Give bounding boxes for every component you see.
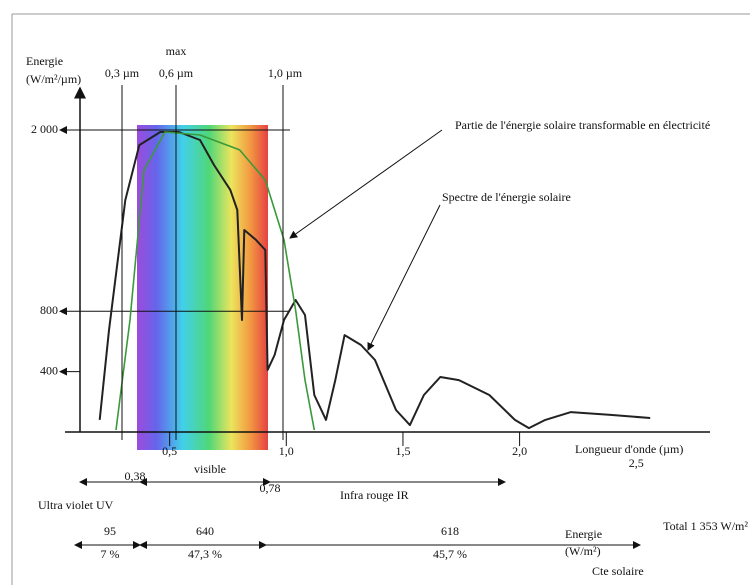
energy-pct: 7 % <box>101 547 120 561</box>
y-label: Energie <box>26 54 63 68</box>
y-label: (W/m²/µm) <box>26 72 81 86</box>
series-line <box>115 131 316 431</box>
visible-spectrum <box>137 125 268 450</box>
band-label: Infra rouge IR <box>340 488 409 502</box>
energy-value: 618 <box>441 524 459 538</box>
energy-pct: 47,3 % <box>188 547 222 561</box>
band-label: 0,78 <box>260 481 281 495</box>
y-tick-label: 400 <box>40 363 58 377</box>
marker-label: 0,3 µm <box>105 66 140 80</box>
series-line <box>98 131 651 430</box>
energy-total: Total 1 353 W/m² <box>663 519 748 533</box>
energy-constant: Cte solaire <box>592 564 644 578</box>
band-label: visible <box>194 462 226 476</box>
energy-value: 640 <box>196 524 214 538</box>
energy-pct: 45,7 % <box>433 547 467 561</box>
x-label: Longueur d'onde (µm) <box>575 442 683 456</box>
band-label: 0,38 <box>125 469 146 483</box>
x-tick-label: 2,0 <box>512 444 527 458</box>
x-tick-label: 1,0 <box>279 444 294 458</box>
y-tick-label: 2 000 <box>31 122 58 136</box>
callout: Spectre de l'énergie solaire <box>442 190 571 204</box>
marker-label: 0,6 µm <box>159 66 194 80</box>
callout: Partie de l'énergie solaire transformabl… <box>455 118 710 132</box>
x-tick-label: 1,5 <box>395 444 410 458</box>
energy-value: 95 <box>104 524 116 538</box>
x-tick-label: 0,5 <box>162 444 177 458</box>
marker-label: max <box>166 44 187 58</box>
callout-arrow <box>289 129 443 239</box>
marker-label: 1,0 µm <box>268 66 303 80</box>
y-tick-label: 800 <box>40 303 58 317</box>
band-label: Ultra violet UV <box>38 498 114 512</box>
callout-arrow <box>367 204 441 351</box>
energy-label: Energie <box>565 527 602 541</box>
x-tick-label: 2,5 <box>629 456 644 470</box>
energy-label: (W/m²) <box>565 544 601 558</box>
